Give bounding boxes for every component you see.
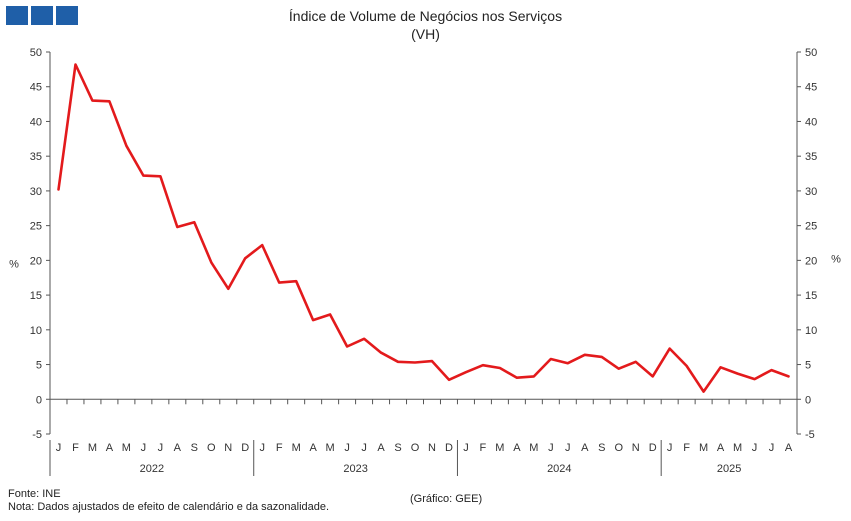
x-tick-label: A <box>377 442 385 454</box>
year-label: 2024 <box>547 463 571 475</box>
y-tick-label-left: 25 <box>30 221 42 233</box>
x-tick-label: J <box>361 442 367 454</box>
year-label: 2022 <box>140 463 164 475</box>
x-tick-label: M <box>529 442 538 454</box>
x-tick-label: M <box>733 442 742 454</box>
x-tick-label: J <box>752 442 758 454</box>
y-tick-label-left: 35 <box>30 151 42 163</box>
x-tick-label: N <box>428 442 436 454</box>
y-tick-label-right: 30 <box>805 186 817 198</box>
x-tick-label: A <box>309 442 317 454</box>
y-tick-label-left: 45 <box>30 82 42 94</box>
y-tick-label-right: -5 <box>805 429 815 441</box>
logo <box>6 6 78 25</box>
y-tick-label-left: 5 <box>36 360 42 372</box>
series-line <box>57 63 790 393</box>
y-tick-label-right: 50 <box>805 47 817 59</box>
y-tick-label-right: 45 <box>805 82 817 94</box>
x-tick-label: D <box>445 442 453 454</box>
y-tick-label-left: 0 <box>36 394 42 406</box>
logo-block <box>56 6 78 25</box>
y-tick-label-right: 0 <box>805 394 811 406</box>
x-tick-label: D <box>649 442 657 454</box>
x-tick-label: A <box>174 442 182 454</box>
x-tick-label: M <box>122 442 131 454</box>
x-tick-label: J <box>56 442 62 454</box>
x-tick-label: O <box>614 442 623 454</box>
x-tick-label: J <box>158 442 164 454</box>
x-tick-label: M <box>699 442 708 454</box>
y-tick-label-left: 20 <box>30 255 42 267</box>
x-tick-label: J <box>769 442 775 454</box>
y-axis-label-right: % <box>831 253 841 265</box>
x-tick-label: A <box>513 442 521 454</box>
x-tick-label: O <box>207 442 216 454</box>
chart-title-block: Índice de Volume de Negócios nos Serviço… <box>0 7 851 43</box>
chart-title: Índice de Volume de Negócios nos Serviço… <box>288 8 563 24</box>
x-tick-label: A <box>106 442 114 454</box>
adjustment-note: Nota: Dados ajustados de efeito de calen… <box>8 501 330 513</box>
x-tick-label: D <box>241 442 249 454</box>
x-tick-label: J <box>141 442 147 454</box>
y-tick-label-right: 25 <box>805 221 817 233</box>
chart-credit: (Gráfico: GEE) <box>410 493 483 505</box>
y-tick-label-right: 10 <box>805 325 817 337</box>
y-axis-label-left: % <box>9 258 19 270</box>
source-note: Fonte: INE <box>8 488 61 500</box>
x-tick-label: A <box>717 442 725 454</box>
y-tick-label-left: -5 <box>32 429 42 441</box>
x-tick-label: J <box>344 442 350 454</box>
year-label: 2025 <box>717 463 741 475</box>
x-tick-label: M <box>292 442 301 454</box>
y-tick-label-right: 5 <box>805 360 811 372</box>
y-tick-label-left: 50 <box>30 47 42 59</box>
x-tick-label: S <box>598 442 605 454</box>
y-tick-label-right: 15 <box>805 290 817 302</box>
y-tick-label-right: 35 <box>805 151 817 163</box>
y-tick-label-left: 10 <box>30 325 42 337</box>
x-tick-label: J <box>565 442 571 454</box>
x-tick-label: J <box>259 442 265 454</box>
x-tick-label: S <box>394 442 401 454</box>
y-tick-label-left: 40 <box>30 116 42 128</box>
y-tick-label-left: 15 <box>30 290 42 302</box>
x-tick-label: F <box>276 442 283 454</box>
y-tick-label-left: 30 <box>30 186 42 198</box>
logo-block <box>6 6 28 25</box>
y-tick-label-right: 40 <box>805 116 817 128</box>
x-tick-label: S <box>191 442 198 454</box>
x-tick-label: M <box>326 442 335 454</box>
year-label: 2023 <box>343 463 367 475</box>
x-tick-label: M <box>495 442 504 454</box>
chart-subtitle: (VH) <box>411 26 440 42</box>
x-tick-label: J <box>463 442 469 454</box>
x-tick-label: J <box>667 442 673 454</box>
x-tick-label: N <box>224 442 232 454</box>
x-tick-label: A <box>785 442 793 454</box>
x-tick-label: A <box>581 442 589 454</box>
x-tick-label: J <box>548 442 554 454</box>
x-tick-label: N <box>632 442 640 454</box>
y-tick-label-right: 20 <box>805 255 817 267</box>
x-tick-label: F <box>683 442 690 454</box>
x-tick-label: F <box>72 442 79 454</box>
x-tick-label: F <box>480 442 487 454</box>
x-tick-label: O <box>411 442 420 454</box>
logo-block <box>31 6 53 25</box>
x-tick-label: M <box>88 442 97 454</box>
